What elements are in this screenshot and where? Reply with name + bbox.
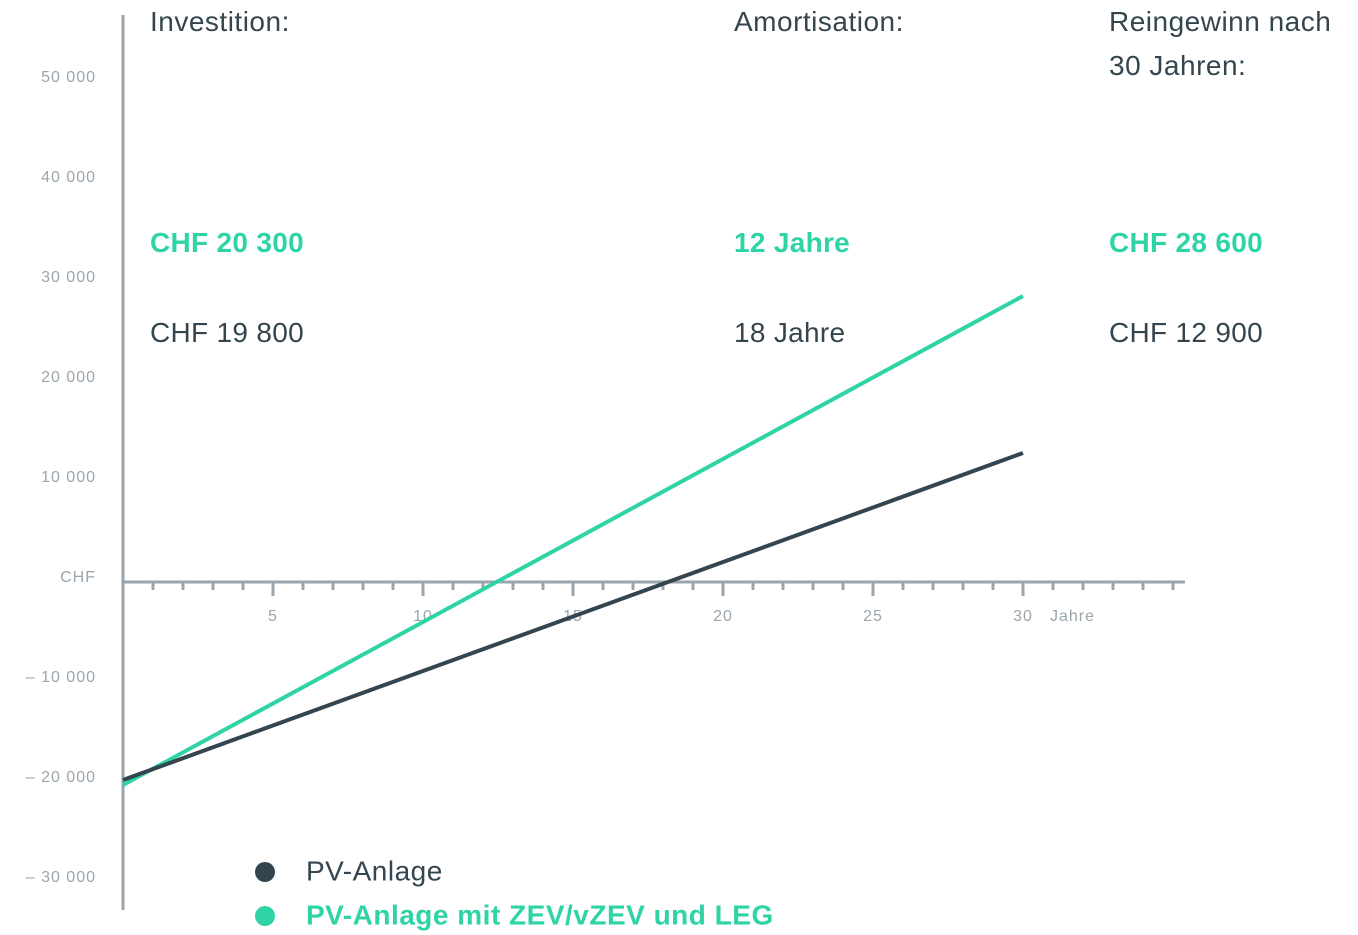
y-tick-label: 20 000 xyxy=(41,369,96,386)
legend-marker xyxy=(255,906,275,926)
series-line xyxy=(122,451,1024,782)
series-line xyxy=(122,294,1024,787)
x-axis-label: Jahre xyxy=(1050,608,1095,625)
y-tick-label: – 20 000 xyxy=(26,769,96,786)
legend-label: PV-Anlage mit ZEV/vZEV und LEG xyxy=(306,899,774,930)
y-tick-label: 40 000 xyxy=(41,169,96,186)
summary-header: Investition: xyxy=(150,6,290,37)
summary-value: CHF 12 900 xyxy=(1109,317,1263,348)
y-tick-label: – 30 000 xyxy=(26,869,96,886)
summary-value: CHF 19 800 xyxy=(150,317,304,348)
summary-value: CHF 20 300 xyxy=(150,227,304,258)
x-tick-label: 25 xyxy=(863,608,883,625)
x-tick-label: 5 xyxy=(268,608,278,625)
summary-value: 12 Jahre xyxy=(734,227,851,258)
summary-header: Reingewinn nach 30 Jahren: xyxy=(1109,6,1332,81)
legend-label: PV-Anlage xyxy=(306,855,443,886)
summary-header: Amortisation: xyxy=(734,6,904,37)
summary-value: CHF 28 600 xyxy=(1109,227,1263,258)
x-tick-label: 20 xyxy=(713,608,733,625)
y-tick-label: – 10 000 xyxy=(26,669,96,686)
x-tick-label: 30 xyxy=(1013,608,1033,625)
y-tick-label: CHF xyxy=(60,569,96,586)
y-tick-label: 50 000 xyxy=(41,69,96,86)
y-tick-label: 10 000 xyxy=(41,469,96,486)
y-tick-label: 30 000 xyxy=(41,269,96,286)
legend-marker xyxy=(255,862,275,882)
summary-value: 18 Jahre xyxy=(734,317,846,348)
